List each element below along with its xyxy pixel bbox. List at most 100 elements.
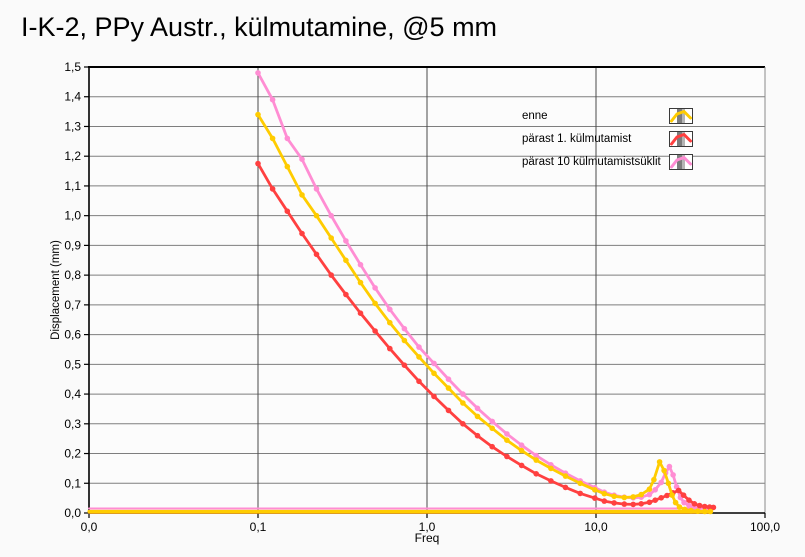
data-point <box>638 501 644 507</box>
data-point <box>343 257 349 264</box>
data-point <box>460 421 466 427</box>
legend-item-parast-10-kulmutamistsuklit: pärast 10 külmutamistsüklit <box>522 153 693 170</box>
data-point <box>675 487 682 494</box>
legend-icon-enne <box>669 107 693 124</box>
data-point <box>533 471 539 477</box>
data-point <box>416 378 422 385</box>
data-point <box>313 212 320 219</box>
y-tick-label: 0,0 <box>64 506 81 520</box>
data-point <box>691 501 698 507</box>
x-tick-label: 10,0 <box>584 520 608 534</box>
legend-icon-stripe-light <box>682 154 685 169</box>
data-point <box>694 508 701 514</box>
legend-icon-curve <box>670 109 692 122</box>
data-point <box>696 502 703 509</box>
legend: enne pärast 1. külmutamist pärast 10 kül… <box>522 107 693 176</box>
data-point <box>387 306 393 313</box>
data-point <box>680 492 687 499</box>
data-point <box>460 391 466 397</box>
data-point <box>652 497 658 504</box>
data-point <box>401 325 408 332</box>
data-point <box>686 502 692 509</box>
data-point <box>445 385 452 391</box>
data-point <box>489 418 496 425</box>
data-point <box>672 499 679 506</box>
data-point <box>518 442 525 449</box>
data-point <box>401 362 408 369</box>
y-tick-label: 0,9 <box>64 238 81 252</box>
data-point <box>652 487 658 493</box>
data-point <box>669 492 675 499</box>
y-tick-label: 1,3 <box>64 119 81 133</box>
data-point <box>299 230 305 237</box>
data-point <box>651 476 657 483</box>
data-point <box>664 492 670 499</box>
data-point <box>577 490 583 497</box>
data-point <box>670 472 676 478</box>
data-point <box>299 156 305 162</box>
data-point <box>686 497 692 504</box>
data-point <box>611 493 617 500</box>
chart-title: I-K-2, PPy Austr., külmutamine, @5 mm <box>21 12 498 42</box>
data-point <box>621 501 628 507</box>
legend-label-enne: enne <box>522 109 548 122</box>
data-point <box>357 310 364 317</box>
data-point <box>269 135 276 142</box>
y-tick-label: 0,8 <box>64 268 81 282</box>
data-point <box>445 376 452 383</box>
data-point <box>562 473 569 479</box>
y-tick-label: 1,1 <box>64 179 81 193</box>
data-point <box>701 508 708 515</box>
data-point <box>255 160 261 167</box>
y-tick-label: 0,2 <box>64 447 81 461</box>
data-point <box>372 328 378 334</box>
legend-icon-stripe-light <box>682 131 685 146</box>
y-tick-label: 0,3 <box>64 417 81 431</box>
data-point <box>504 431 510 437</box>
y-tick-label: 0,7 <box>64 298 81 312</box>
data-point <box>646 491 653 498</box>
data-point <box>548 478 554 484</box>
data-point <box>284 135 291 142</box>
legend-item-enne: enne <box>522 107 693 124</box>
data-point <box>445 407 452 414</box>
data-point <box>592 487 598 493</box>
y-tick-label: 1,4 <box>64 90 81 104</box>
x-tick-label: 0,0 <box>81 520 98 534</box>
data-point <box>707 508 714 515</box>
legend-label-parast-1-kulmutamist: pärast 1. külmutamist <box>522 132 632 145</box>
data-point <box>299 192 305 198</box>
data-point <box>343 291 349 298</box>
data-point <box>518 447 525 454</box>
data-point <box>601 490 608 497</box>
data-point <box>577 480 583 487</box>
data-point <box>416 344 422 350</box>
data-point <box>710 504 717 511</box>
data-point <box>343 238 349 244</box>
y-tick-label: 0,1 <box>64 476 81 490</box>
x-tick-label: 100,0 <box>750 520 780 534</box>
data-point <box>646 486 653 493</box>
data-point <box>548 465 554 472</box>
y-axis-title: Displacement (mm) <box>50 240 62 340</box>
data-point <box>646 499 653 506</box>
y-tick-label: 0,6 <box>64 328 81 342</box>
data-point <box>474 432 481 439</box>
data-point <box>533 457 539 463</box>
data-point <box>658 479 664 486</box>
data-point <box>328 235 335 241</box>
x-axis-title: Freq <box>414 531 440 545</box>
legend-icon-parast-10-kulmutamistsuklit <box>669 153 693 170</box>
data-point <box>255 70 261 76</box>
data-point <box>387 345 393 352</box>
data-point <box>665 480 672 487</box>
data-point <box>357 261 364 268</box>
data-point <box>474 413 481 420</box>
y-tick-label: 1,5 <box>64 60 81 74</box>
data-point <box>328 212 335 219</box>
y-tick-label: 1,2 <box>64 149 81 163</box>
data-point <box>489 425 496 432</box>
data-point <box>630 494 636 500</box>
legend-icon-stripe-light <box>682 108 685 123</box>
data-point <box>592 495 598 501</box>
